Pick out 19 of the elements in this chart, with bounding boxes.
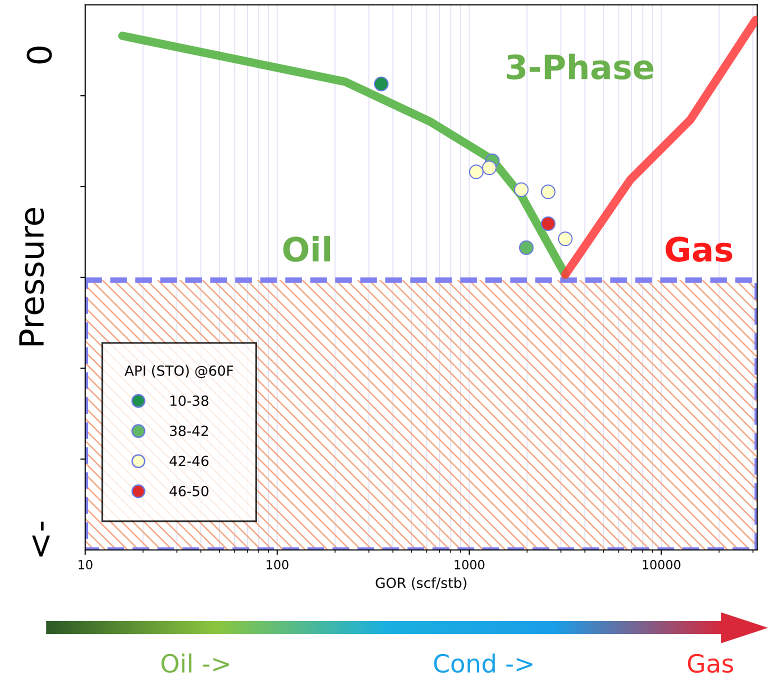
text: Gas bbox=[688, 654, 734, 673]
legend-title: API (STO) @60F bbox=[124, 365, 234, 378]
legend-label: 38-42 bbox=[170, 426, 208, 436]
x-tick-label: 100 bbox=[266, 560, 288, 570]
x-axis-title: GOR (scf/stb) bbox=[376, 577, 466, 590]
text: Oil -> bbox=[162, 653, 229, 673]
x-tick-label: 1000 bbox=[454, 560, 484, 570]
x-tick-label: 10 bbox=[78, 560, 92, 570]
legend-label: 46-50 bbox=[170, 486, 208, 496]
annotation: Gas bbox=[666, 236, 732, 262]
legend-label: 42-46 bbox=[170, 456, 208, 466]
text: Cond -> bbox=[434, 653, 532, 673]
text: 0 bbox=[26, 46, 52, 64]
x-tick-label: 10000 bbox=[642, 560, 680, 570]
annotation: Oil bbox=[283, 236, 330, 262]
y-axis-title: Pressure bbox=[19, 208, 44, 346]
legend-label: 10-38 bbox=[170, 395, 208, 406]
annotation: 3-Phase bbox=[507, 54, 654, 80]
text: <- bbox=[32, 522, 50, 557]
